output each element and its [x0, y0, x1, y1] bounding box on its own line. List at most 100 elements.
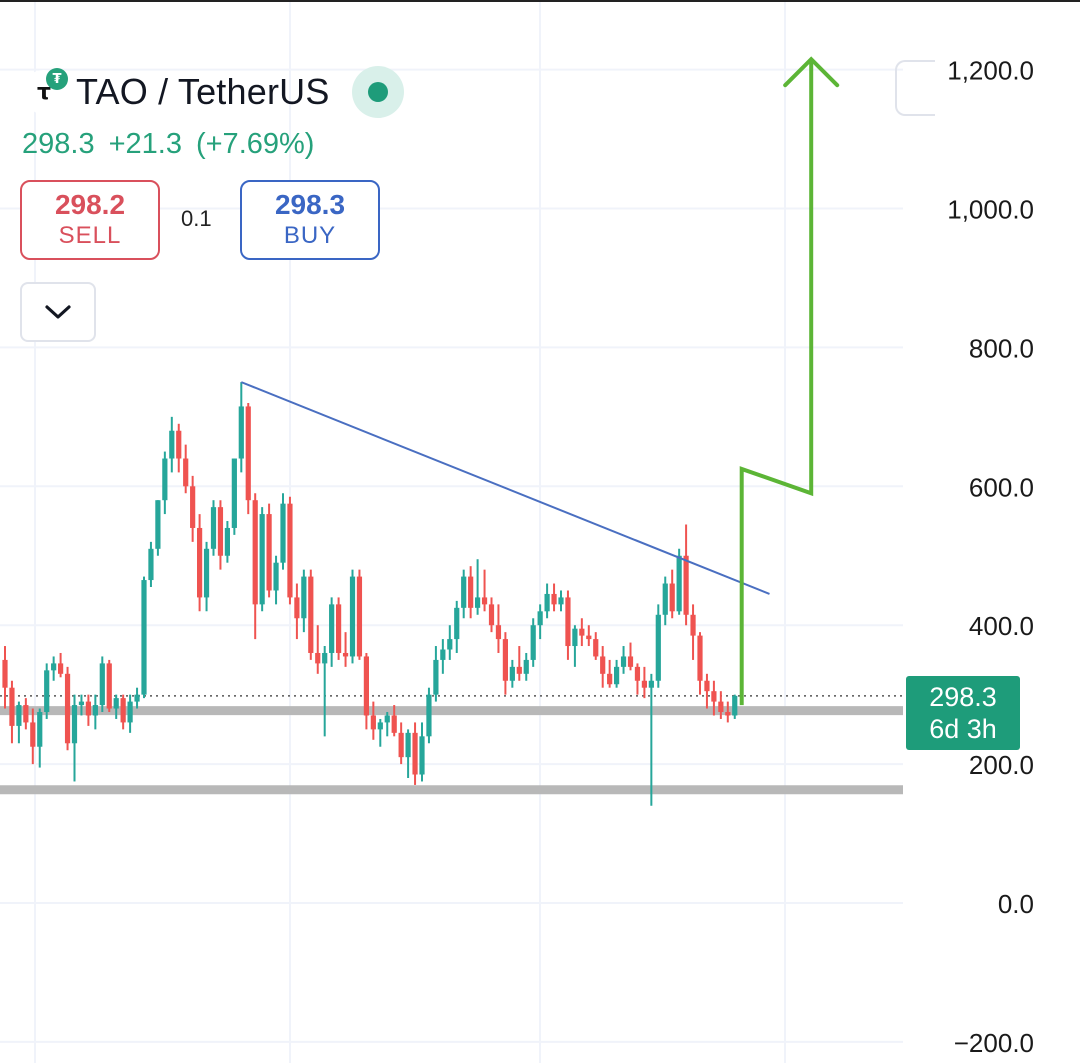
market-status[interactable] — [351, 66, 404, 118]
candle[interactable] — [593, 632, 599, 660]
candle[interactable] — [398, 722, 404, 765]
candle[interactable] — [725, 701, 731, 723]
candle[interactable] — [586, 625, 592, 647]
candle[interactable] — [377, 718, 383, 747]
candle[interactable] — [176, 423, 182, 473]
candle[interactable] — [607, 659, 613, 688]
candle[interactable] — [683, 524, 689, 626]
symbol-header[interactable]: τ ₮ TAO / TetherUS — [22, 66, 404, 118]
candle[interactable] — [245, 402, 251, 515]
candle[interactable] — [301, 569, 307, 633]
candle[interactable] — [23, 698, 29, 730]
candle[interactable] — [287, 496, 293, 605]
candle[interactable] — [655, 604, 661, 688]
candle[interactable] — [210, 500, 217, 556]
candle[interactable] — [620, 646, 627, 674]
candle[interactable] — [37, 708, 43, 768]
candle[interactable] — [572, 625, 578, 667]
candle[interactable] — [9, 680, 15, 744]
candle[interactable] — [627, 642, 634, 671]
candle[interactable] — [2, 646, 8, 709]
candle[interactable] — [363, 652, 369, 730]
candle[interactable] — [349, 569, 356, 664]
candle[interactable] — [280, 493, 286, 570]
candle[interactable] — [134, 687, 140, 709]
candle[interactable] — [30, 708, 36, 765]
candle[interactable] — [197, 514, 203, 612]
candle[interactable] — [99, 656, 105, 713]
candle[interactable] — [64, 666, 71, 751]
candle[interactable] — [169, 416, 175, 473]
candle[interactable] — [78, 694, 85, 716]
price-axis[interactable]: 1,200.0 1,000.0 800.0 600.0 400.0 200.0 0.0 −20… — [947, 56, 1034, 1058]
candle[interactable] — [412, 722, 418, 785]
scale-control-button[interactable] — [895, 60, 935, 116]
candle[interactable] — [481, 569, 488, 612]
buy-button[interactable]: 298.3 BUY — [240, 180, 380, 260]
candle[interactable] — [71, 694, 78, 782]
descending-trendline[interactable] — [240, 381, 770, 595]
candle[interactable] — [315, 625, 321, 674]
candle[interactable] — [516, 646, 522, 681]
candle[interactable] — [336, 597, 342, 660]
candle[interactable] — [502, 632, 508, 695]
candle[interactable] — [162, 451, 168, 515]
sell-button[interactable]: 298.2 SELL — [20, 180, 160, 260]
candle[interactable] — [551, 583, 557, 612]
candle[interactable] — [127, 694, 133, 733]
candle[interactable] — [322, 646, 328, 737]
candle[interactable] — [565, 590, 571, 660]
candle[interactable] — [44, 663, 50, 719]
candle[interactable] — [51, 656, 57, 681]
candle[interactable] — [537, 604, 543, 640]
candle[interactable] — [238, 382, 244, 473]
candle[interactable] — [454, 600, 460, 653]
candle[interactable] — [475, 559, 481, 615]
candle[interactable] — [252, 493, 258, 640]
candle[interactable] — [440, 639, 446, 674]
candle[interactable] — [58, 652, 64, 678]
candle[interactable] — [433, 646, 439, 702]
candle[interactable] — [183, 444, 189, 494]
candle[interactable] — [16, 701, 22, 744]
candle[interactable] — [600, 646, 606, 688]
candle[interactable] — [92, 694, 98, 730]
candle[interactable] — [405, 729, 411, 778]
candle[interactable] — [224, 521, 230, 563]
candle[interactable] — [509, 659, 515, 688]
candle[interactable] — [266, 503, 272, 598]
candle[interactable] — [488, 597, 495, 633]
candle[interactable] — [523, 652, 529, 681]
candle[interactable] — [259, 507, 265, 612]
candle[interactable] — [329, 597, 335, 667]
candle[interactable] — [461, 569, 467, 619]
candle[interactable] — [676, 548, 682, 615]
candle[interactable] — [384, 712, 390, 737]
candle[interactable] — [634, 663, 641, 695]
candle[interactable] — [85, 694, 91, 726]
candle[interactable] — [697, 632, 703, 695]
candle[interactable] — [669, 569, 675, 619]
candle[interactable] — [148, 541, 154, 588]
candle[interactable] — [273, 555, 279, 605]
candle[interactable] — [342, 632, 349, 667]
candle[interactable] — [113, 694, 119, 719]
candle[interactable] — [579, 618, 585, 647]
candle[interactable] — [391, 705, 397, 737]
candle[interactable] — [356, 569, 363, 660]
candle[interactable] — [648, 673, 654, 806]
candle[interactable] — [120, 694, 126, 730]
candle[interactable] — [662, 576, 668, 626]
candle[interactable] — [155, 500, 161, 556]
candle[interactable] — [203, 541, 210, 612]
candle[interactable] — [468, 566, 474, 619]
candle[interactable] — [217, 500, 224, 570]
candle[interactable] — [495, 604, 502, 653]
candle[interactable] — [426, 687, 432, 744]
candle[interactable] — [732, 694, 738, 719]
candle[interactable] — [690, 604, 696, 660]
candle[interactable] — [370, 701, 376, 740]
candle[interactable] — [530, 618, 536, 667]
candle[interactable] — [190, 475, 196, 542]
